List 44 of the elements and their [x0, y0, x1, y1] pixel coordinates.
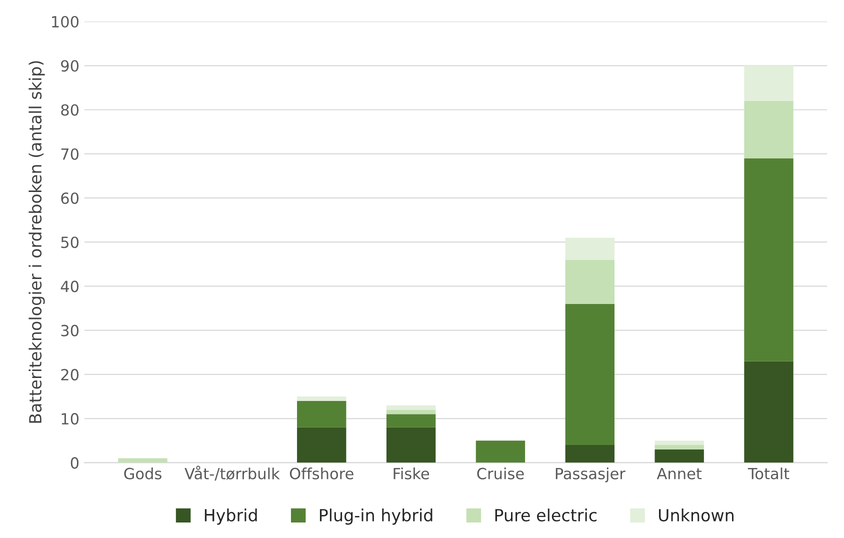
bar — [386, 405, 436, 410]
bar — [386, 414, 436, 428]
bar — [565, 445, 614, 463]
bar — [654, 440, 704, 446]
legend-label: Unknown — [658, 508, 734, 522]
bar — [565, 260, 614, 304]
bar — [565, 238, 614, 260]
bar — [118, 458, 168, 463]
bar — [476, 440, 526, 463]
x-tick-label: Annet — [656, 468, 702, 480]
bar — [297, 400, 346, 428]
bar — [386, 410, 436, 414]
bar — [297, 427, 346, 463]
x-tick-label: Cruise — [477, 468, 524, 480]
y-tick-label: 90 — [61, 60, 79, 72]
y-tick-label: 20 — [61, 368, 79, 380]
bar — [654, 445, 704, 450]
x-tick-label: Offshore — [290, 468, 354, 480]
bar — [744, 158, 794, 362]
legend-label: Hybrid — [204, 508, 257, 525]
x-tick-label: Totalt — [748, 468, 790, 480]
bar — [744, 361, 794, 463]
x-tick-label: Gods — [124, 468, 162, 480]
y-tick-label: 0 — [70, 457, 79, 469]
bar — [386, 427, 436, 463]
bar — [744, 66, 794, 101]
bar — [654, 449, 704, 463]
legend-label: Pure electric — [495, 508, 597, 522]
bar — [297, 396, 346, 401]
y-tick-label: 30 — [61, 324, 79, 336]
y-axis-title: Batteriteknologier i ordreboken (antall skip) — [28, 61, 45, 423]
y-tick-label: 50 — [61, 236, 79, 248]
bar — [744, 100, 794, 158]
y-tick-label: 100 — [52, 16, 79, 28]
y-tick-label: 60 — [61, 192, 79, 204]
bar — [565, 304, 614, 446]
y-tick-label: 80 — [61, 104, 79, 116]
x-tick-label: Fiske — [394, 468, 430, 480]
legend-label: Plug-in hybrid — [320, 508, 432, 525]
x-tick-label: Passasjer — [556, 468, 626, 482]
y-tick-label: 40 — [60, 280, 79, 292]
x-tick-label: Våt-/tørrbulk — [184, 466, 280, 481]
y-tick-label: 10 — [62, 413, 79, 425]
y-tick-label: 70 — [61, 148, 79, 160]
